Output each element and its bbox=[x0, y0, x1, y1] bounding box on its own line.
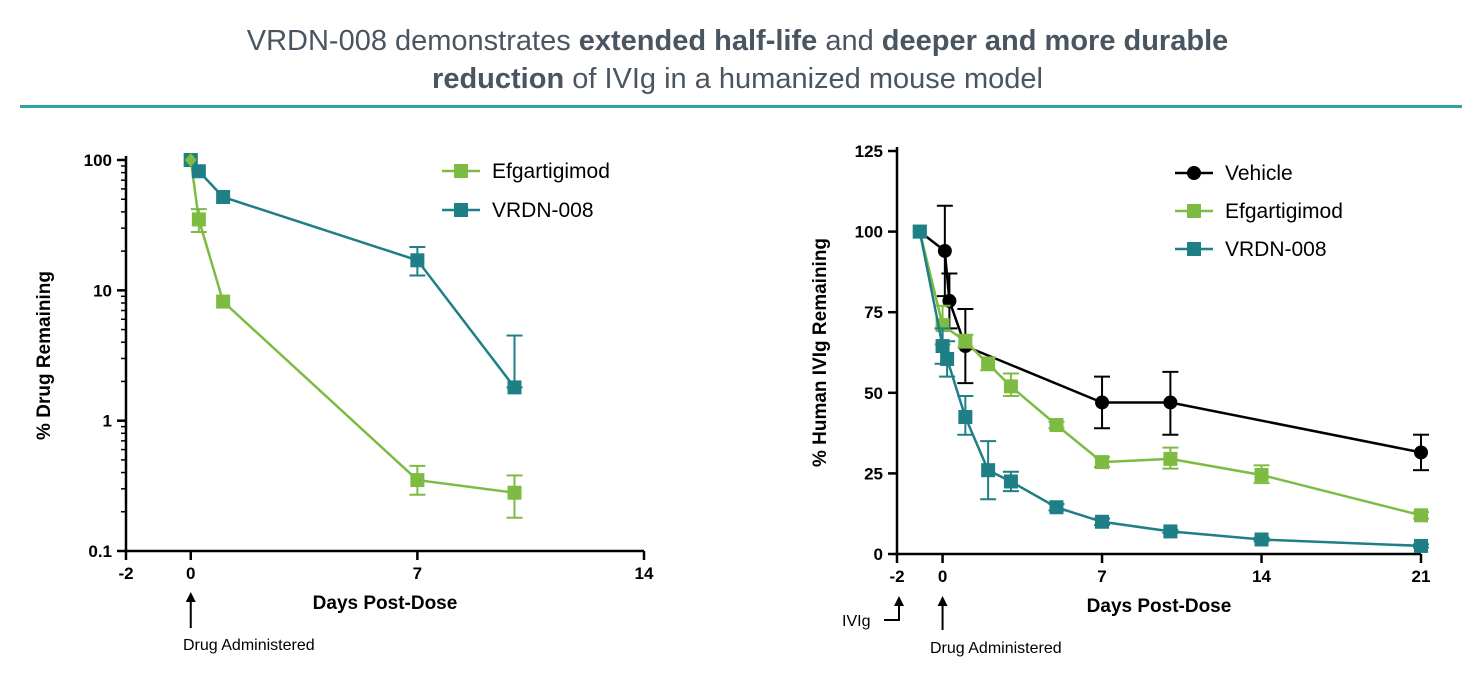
x-tick-label: 0 bbox=[938, 567, 947, 586]
data-point-efgartigimod bbox=[1095, 455, 1109, 469]
data-point-vrdn-008 bbox=[1004, 474, 1018, 488]
y-tick-label: 75 bbox=[864, 303, 883, 322]
ivig-label: IVIg bbox=[842, 613, 870, 630]
data-point-vrdn-008 bbox=[1095, 515, 1109, 529]
data-point-efgartigimod bbox=[1414, 508, 1428, 522]
data-point-efgartigimod bbox=[1255, 468, 1269, 482]
legend-label-vrdn-008: VRDN-008 bbox=[1225, 238, 1327, 261]
data-point-efgartigimod bbox=[1163, 452, 1177, 466]
data-point-vrdn-008 bbox=[936, 339, 950, 353]
data-point-vehicle bbox=[1414, 445, 1428, 459]
data-point-vrdn-008 bbox=[1255, 532, 1269, 546]
y-tick-label: 50 bbox=[864, 384, 883, 403]
arrow-head-icon bbox=[938, 596, 948, 606]
legend-label-efgartigimod: Efgartigimod bbox=[1225, 200, 1343, 223]
arrow-head-icon bbox=[894, 596, 904, 606]
y-tick-label: 125 bbox=[855, 142, 883, 161]
data-point-vrdn-008 bbox=[1049, 500, 1063, 514]
drug-administered-label: Drug Administered bbox=[930, 640, 1062, 657]
data-point-vehicle bbox=[938, 244, 952, 258]
legend-marker-vrdn-008 bbox=[1187, 242, 1201, 256]
y-tick-label: 100 bbox=[855, 223, 883, 242]
data-point-vrdn-008 bbox=[981, 463, 995, 477]
data-point-vrdn-008 bbox=[1163, 524, 1177, 538]
data-point-vehicle bbox=[1163, 395, 1177, 409]
x-tick-label: -2 bbox=[889, 567, 904, 586]
data-point-efgartigimod bbox=[958, 334, 972, 348]
data-point-vrdn-008 bbox=[940, 352, 954, 366]
y-tick-label: 0 bbox=[874, 545, 883, 564]
data-point-vehicle bbox=[1095, 395, 1109, 409]
y-axis-title: % Human IVIg Remaining bbox=[810, 238, 831, 467]
y-tick-label: 25 bbox=[864, 464, 883, 483]
data-point-efgartigimod bbox=[1049, 418, 1063, 432]
legend-marker-efgartigimod bbox=[1187, 204, 1201, 218]
legend-label-vehicle: Vehicle bbox=[1225, 162, 1293, 185]
x-tick-label: 7 bbox=[1097, 567, 1106, 586]
x-axis-title: Days Post-Dose bbox=[1087, 596, 1232, 617]
data-point-vrdn-008 bbox=[1414, 539, 1428, 553]
data-point-vrdn-008 bbox=[958, 410, 972, 424]
data-point-vrdn-008 bbox=[913, 225, 927, 239]
data-point-efgartigimod bbox=[1004, 379, 1018, 393]
x-tick-label: 14 bbox=[1252, 567, 1271, 586]
legend-marker-vehicle bbox=[1187, 166, 1201, 180]
x-tick-label: 21 bbox=[1412, 567, 1431, 586]
data-point-efgartigimod bbox=[981, 357, 995, 371]
